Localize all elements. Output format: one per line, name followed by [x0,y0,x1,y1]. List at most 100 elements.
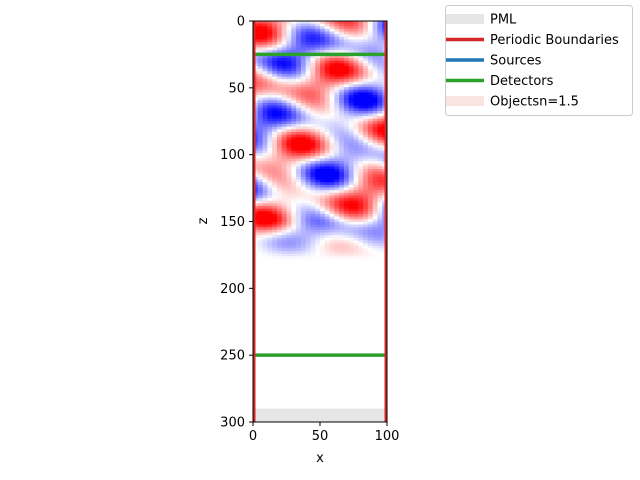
field-cell [253,211,259,215]
field-cell [286,39,292,43]
field-cell [253,184,259,189]
field-cell [367,23,374,27]
field-cell [320,171,326,175]
field-cell [329,84,335,88]
field-cell [310,206,316,210]
field-cell [272,39,278,43]
field-cell [315,63,321,67]
field-cell [281,47,288,51]
field-cell [348,227,355,231]
field-cell [315,161,321,165]
field-cell [267,92,273,96]
field-cell [367,147,374,152]
field-cell [324,31,331,35]
field-cell [291,36,297,41]
field-cell [358,240,364,244]
field-cell [358,147,364,152]
field-cell [343,224,350,228]
field-cell [300,55,307,59]
field-cell [372,192,379,197]
field-cell [367,110,374,115]
field-cell [343,161,350,165]
field-cell [305,245,312,249]
field-cell [262,243,268,247]
field-cell [334,184,340,189]
field-cell [305,155,312,160]
field-cell [300,47,307,51]
field-cell [253,161,259,165]
field-cell [267,110,273,115]
field-cell [353,208,359,212]
field-cell [257,79,264,83]
field-cell [324,245,331,249]
field-cell [353,129,359,133]
field-cell [296,137,302,141]
field-cell [281,208,288,212]
field-cell [353,124,359,128]
field-cell [358,208,364,212]
field-cell [276,232,283,236]
field-cell [367,245,374,249]
field-cell [262,113,268,117]
field-cell [329,26,335,30]
field-cell [267,58,273,62]
field-cell [377,229,383,234]
field-cell [358,219,364,223]
field-cell [310,142,316,146]
y-tick-label: 0 [237,15,245,30]
field-cell [253,21,259,25]
field-cell [272,256,278,260]
field-cell [291,95,297,99]
field-cell [320,55,326,59]
field-cell [305,211,312,215]
field-cell [353,79,359,83]
field-cell [276,166,283,170]
field-cell [305,116,312,120]
field-cell [343,108,350,112]
field-cell [372,229,379,234]
field-cell [262,124,268,128]
field-cell [267,134,273,138]
field-cell [272,245,278,249]
field-cell [281,50,288,54]
field-cell [348,92,355,96]
field-cell [286,219,292,223]
y-tick-label: 300 [220,416,245,431]
field-cell [343,184,350,189]
field-cell [281,163,288,167]
field-cell [310,229,316,234]
field-cell [276,81,283,86]
field-cell [339,192,345,197]
field-cell [286,84,292,88]
field-cell [267,81,273,86]
field-cell [276,248,283,252]
field-cell [253,129,259,133]
field-cell [320,36,326,41]
field-cell [286,139,292,144]
field-cell [253,216,259,220]
field-cell [272,190,278,194]
field-cell [377,124,383,128]
field-cell [324,108,331,112]
field-cell [315,163,321,167]
field-cell [286,63,292,67]
field-cell [291,118,297,123]
field-cell [320,81,326,86]
field-cell [334,153,340,157]
field-cell [262,92,268,96]
field-cell [334,155,340,160]
field-cell [358,28,364,33]
field-cell [315,227,321,231]
field-cell [367,124,374,128]
field-cell [286,243,292,247]
field-cell [339,28,345,33]
field-cell [310,139,316,144]
field-cell [343,79,350,83]
field-cell [257,216,264,220]
field-cell [257,145,264,149]
field-cell [339,169,345,173]
field-cell [281,179,288,183]
field-cell [367,158,374,162]
field-cell [348,163,355,167]
field-cell [324,44,331,49]
